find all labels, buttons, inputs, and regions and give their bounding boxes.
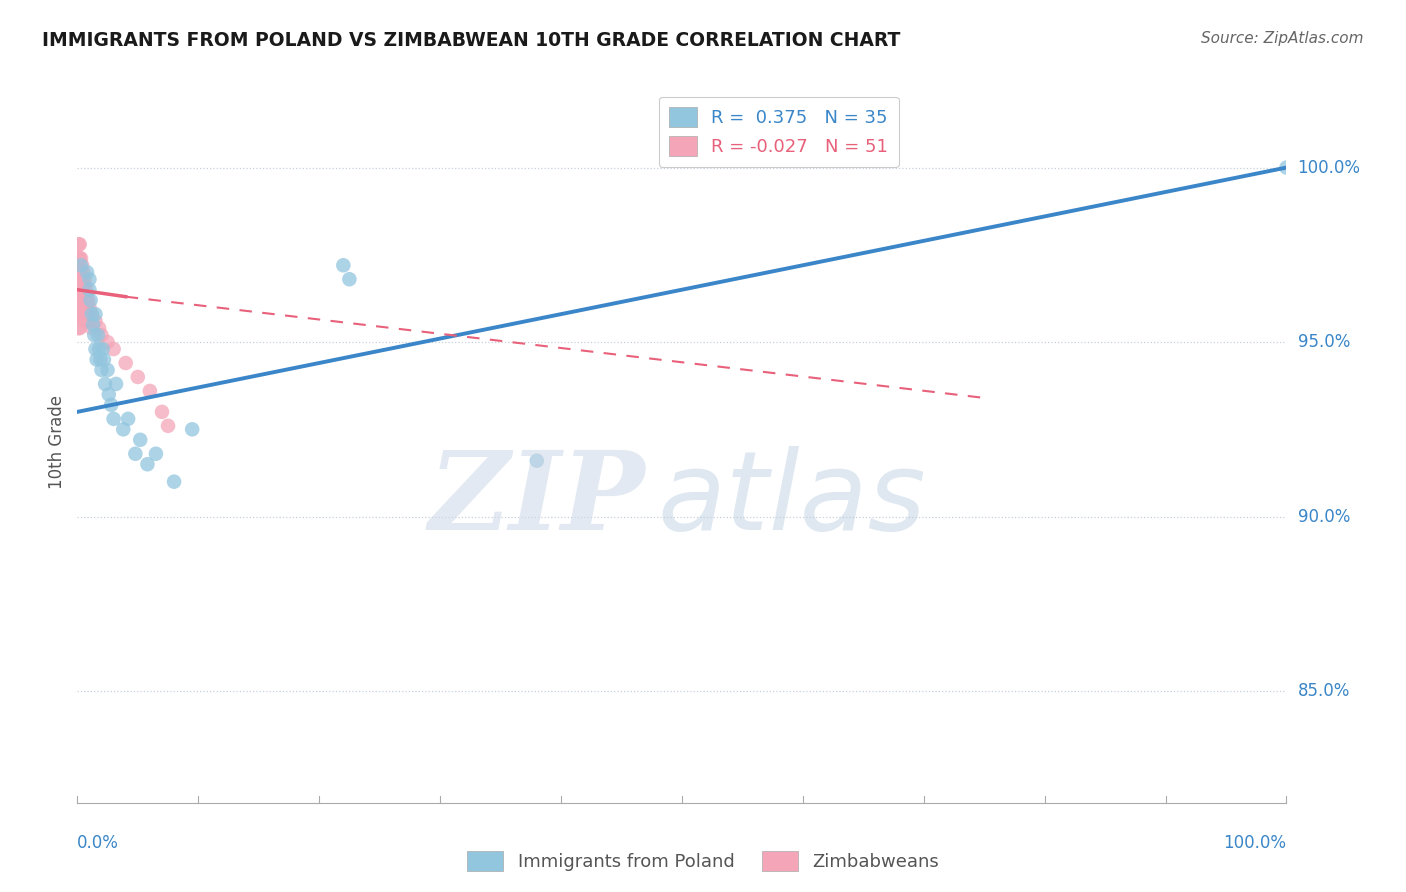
Point bbox=[100, 398, 122, 412]
Point bbox=[129, 433, 152, 447]
Point bbox=[69, 307, 91, 321]
Text: Source: ZipAtlas.com: Source: ZipAtlas.com bbox=[1201, 31, 1364, 46]
Point bbox=[67, 307, 90, 321]
Point bbox=[87, 321, 110, 335]
Point bbox=[73, 272, 96, 286]
Point bbox=[79, 293, 101, 308]
Point bbox=[73, 286, 96, 301]
Text: 100.0%: 100.0% bbox=[1223, 834, 1286, 852]
Point bbox=[90, 363, 112, 377]
Point bbox=[96, 334, 118, 349]
Point bbox=[72, 293, 94, 308]
Point bbox=[77, 307, 100, 321]
Point bbox=[181, 422, 204, 436]
Point bbox=[72, 279, 94, 293]
Point bbox=[157, 418, 180, 433]
Point bbox=[80, 307, 103, 321]
Text: 85.0%: 85.0% bbox=[1298, 682, 1350, 700]
Point bbox=[124, 447, 146, 461]
Text: atlas: atlas bbox=[658, 446, 927, 553]
Point bbox=[79, 272, 101, 286]
Point bbox=[79, 314, 101, 328]
Point bbox=[73, 300, 96, 314]
Point bbox=[90, 328, 112, 343]
Text: IMMIGRANTS FROM POLAND VS ZIMBABWEAN 10TH GRADE CORRELATION CHART: IMMIGRANTS FROM POLAND VS ZIMBABWEAN 10T… bbox=[42, 31, 901, 50]
Point bbox=[150, 405, 173, 419]
Point bbox=[70, 265, 93, 279]
Point bbox=[83, 328, 105, 343]
Point bbox=[77, 293, 100, 308]
Point bbox=[76, 300, 98, 314]
Point bbox=[76, 265, 98, 279]
Legend: Immigrants from Poland, Zimbabweans: Immigrants from Poland, Zimbabweans bbox=[460, 844, 946, 879]
Point bbox=[79, 283, 101, 297]
Point bbox=[75, 293, 97, 308]
Point bbox=[67, 293, 90, 308]
Point bbox=[69, 252, 91, 266]
Point bbox=[163, 475, 186, 489]
Y-axis label: 10th Grade: 10th Grade bbox=[48, 394, 66, 489]
Point bbox=[70, 300, 93, 314]
Point bbox=[96, 363, 118, 377]
Point bbox=[73, 314, 96, 328]
Point bbox=[67, 321, 90, 335]
Point bbox=[332, 258, 354, 272]
Point bbox=[339, 272, 360, 286]
Point bbox=[72, 265, 94, 279]
Point bbox=[70, 258, 93, 272]
Point bbox=[79, 300, 101, 314]
Text: 95.0%: 95.0% bbox=[1298, 333, 1350, 351]
Point bbox=[87, 328, 110, 343]
Point bbox=[89, 352, 111, 367]
Point bbox=[75, 279, 97, 293]
Point bbox=[139, 384, 162, 398]
Point bbox=[69, 321, 91, 335]
Point bbox=[112, 422, 135, 436]
Text: 100.0%: 100.0% bbox=[1298, 159, 1361, 177]
Text: ZIP: ZIP bbox=[429, 446, 645, 553]
Point bbox=[80, 307, 103, 321]
Point bbox=[70, 307, 93, 321]
Point bbox=[127, 370, 149, 384]
Point bbox=[67, 252, 90, 266]
Point bbox=[114, 356, 136, 370]
Point bbox=[70, 272, 93, 286]
Point bbox=[69, 237, 91, 252]
Point bbox=[93, 352, 115, 367]
Point bbox=[91, 342, 114, 356]
Point bbox=[67, 265, 90, 279]
Point bbox=[70, 286, 93, 301]
Point bbox=[72, 307, 94, 321]
Point bbox=[526, 454, 548, 468]
Text: 0.0%: 0.0% bbox=[77, 834, 120, 852]
Point bbox=[67, 279, 90, 293]
Point bbox=[145, 447, 167, 461]
Point bbox=[84, 314, 107, 328]
Point bbox=[80, 321, 103, 335]
Point bbox=[84, 307, 107, 321]
Point bbox=[70, 252, 93, 266]
Point bbox=[69, 265, 91, 279]
Point bbox=[105, 376, 128, 391]
Point bbox=[67, 237, 90, 252]
Point bbox=[136, 457, 159, 471]
Point bbox=[1275, 161, 1298, 175]
Point bbox=[94, 376, 117, 391]
Point bbox=[103, 342, 125, 356]
Point bbox=[69, 279, 91, 293]
Point bbox=[70, 279, 93, 293]
Point bbox=[87, 342, 110, 356]
Point bbox=[84, 342, 107, 356]
Point bbox=[70, 258, 93, 272]
Point bbox=[70, 293, 93, 308]
Point bbox=[97, 387, 120, 401]
Text: 90.0%: 90.0% bbox=[1298, 508, 1350, 525]
Point bbox=[103, 412, 125, 426]
Legend: R =  0.375   N = 35, R = -0.027   N = 51: R = 0.375 N = 35, R = -0.027 N = 51 bbox=[658, 96, 898, 167]
Point bbox=[76, 286, 98, 301]
Point bbox=[117, 412, 139, 426]
Point bbox=[86, 352, 108, 367]
Point bbox=[82, 318, 104, 332]
Point bbox=[69, 293, 91, 308]
